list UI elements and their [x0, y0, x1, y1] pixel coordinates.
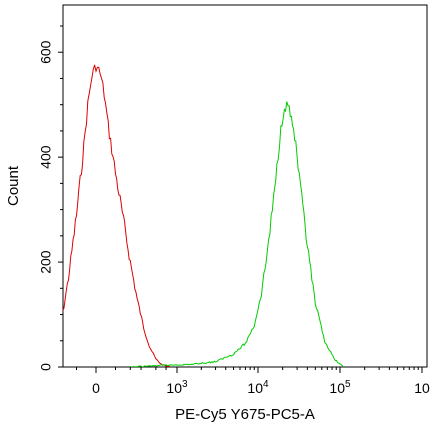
- series-1-line: [63, 64, 171, 367]
- x-axis: 0 103 104 105 10: [75, 367, 430, 396]
- x-tick-label: 0: [92, 380, 100, 396]
- x-tick-label: 10: [414, 380, 430, 396]
- x-tick-base: 10: [414, 380, 430, 396]
- x-tick-base: 0: [92, 380, 100, 396]
- x-axis-label: PE-Cy5 Y675-PC5-A: [175, 406, 315, 423]
- x-tick-label: 103: [166, 379, 188, 396]
- x-tick-exponent: 3: [182, 379, 188, 390]
- y-tick-label: 0: [38, 363, 54, 371]
- y-axis-label: Count: [5, 165, 22, 206]
- plot-frame: [62, 4, 428, 368]
- y-tick-label: 400: [38, 145, 54, 169]
- x-tick-label: 105: [329, 379, 351, 396]
- x-tick-base: 10: [247, 380, 263, 396]
- x-tick-base: 10: [329, 380, 345, 396]
- y-tick-label: 600: [38, 40, 54, 64]
- x-tick-exponent: 5: [345, 379, 351, 390]
- x-tick-label: 104: [247, 379, 269, 396]
- x-tick-base: 10: [166, 380, 182, 396]
- y-tick-label: 200: [38, 250, 54, 274]
- y-axis: 0 200 400 600: [38, 25, 63, 371]
- series-layer: [63, 64, 344, 367]
- x-tick-exponent: 4: [263, 379, 269, 390]
- series-2-line: [130, 101, 344, 367]
